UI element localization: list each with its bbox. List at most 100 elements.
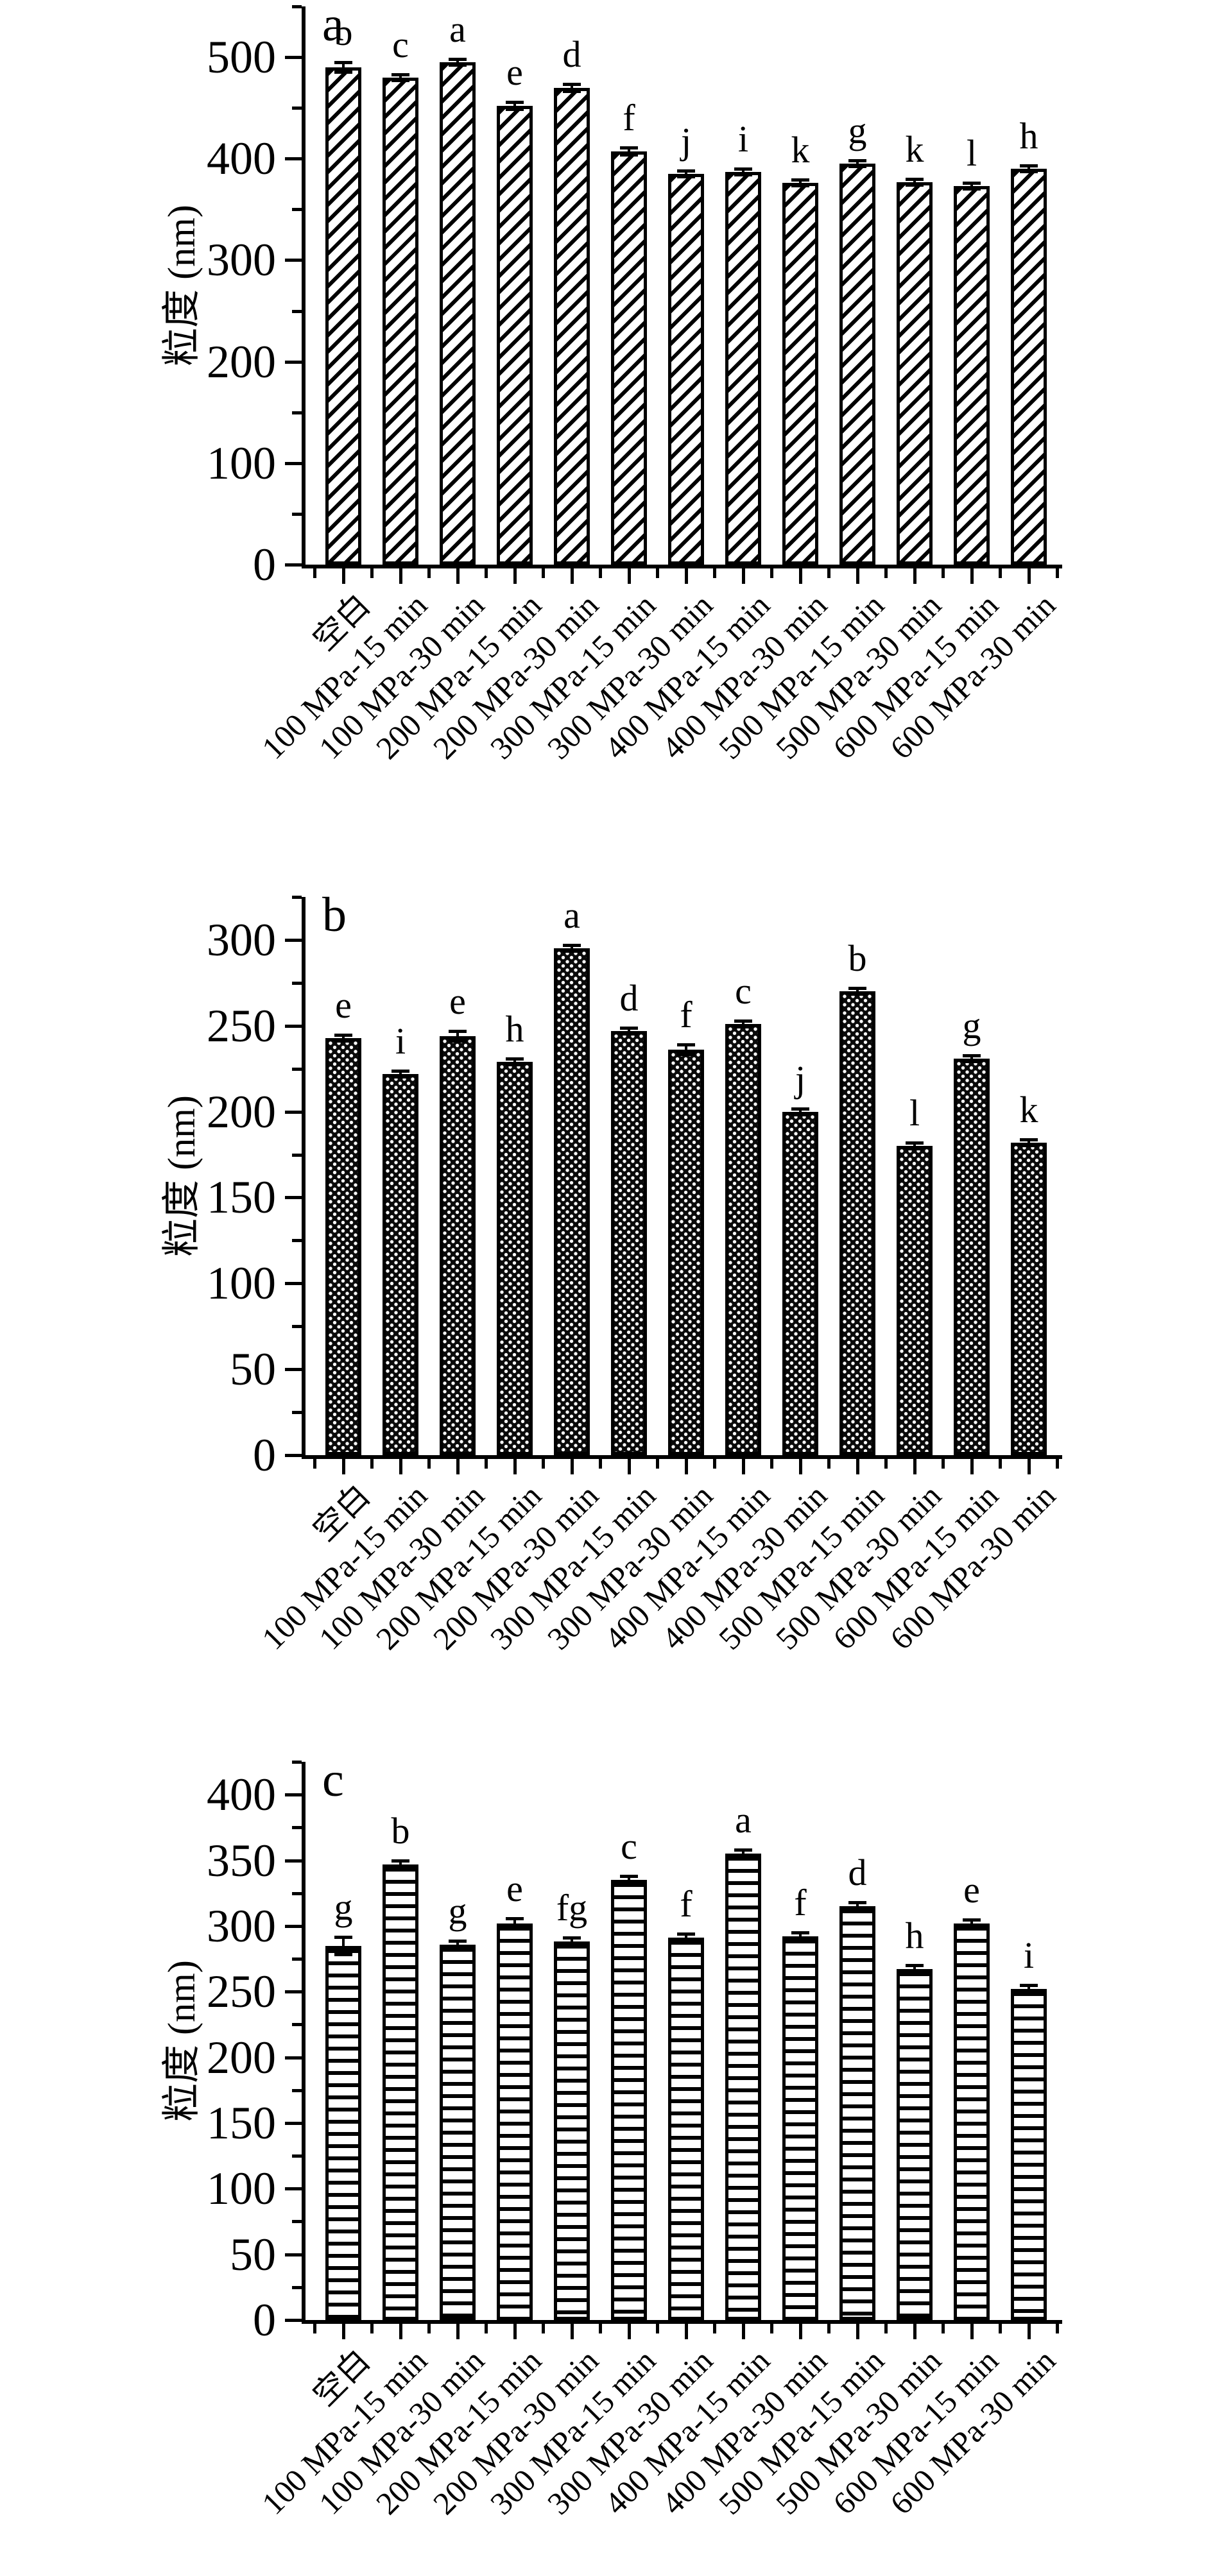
- x-axis-major-tick: [627, 1459, 631, 1474]
- bar-600 MPa-15 min: [954, 1923, 990, 2320]
- x-axis-minor-tick: [656, 2324, 659, 2333]
- error-bar-cap-bottom: [506, 108, 524, 111]
- significance-letter: a: [563, 894, 580, 936]
- x-axis-major-tick: [570, 568, 574, 584]
- x-axis-major-tick: [684, 568, 688, 584]
- y-axis-tick-label: 0: [253, 539, 276, 590]
- error-bar-cap-bottom: [963, 187, 981, 191]
- y-axis-minor-tick: [292, 310, 302, 313]
- error-bar-cap-top: [791, 178, 809, 182]
- significance-letter: d: [619, 977, 639, 1019]
- bar-200 MPa-30 min: [554, 948, 590, 1455]
- significance-letter: g: [334, 1886, 353, 1928]
- y-axis-major-tick: [285, 462, 302, 465]
- x-axis-major-tick: [970, 1459, 974, 1474]
- y-axis-major-tick: [285, 1859, 302, 1863]
- x-axis-line: [302, 565, 1062, 568]
- error-bar-cap-bottom: [563, 950, 581, 953]
- y-axis-major-tick: [285, 1990, 302, 1993]
- bar-600 MPa-15 min: [954, 186, 990, 565]
- error-bar-line: [913, 179, 916, 185]
- y-axis-tick-label: 200: [207, 1086, 276, 1138]
- error-bar-cap-bottom: [449, 1947, 467, 1950]
- error-bar-cap-bottom: [391, 1866, 409, 1870]
- error-bar-cap-bottom: [734, 1855, 752, 1859]
- y-axis-major-tick: [285, 2122, 302, 2125]
- significance-letter: k: [1019, 1089, 1038, 1130]
- x-axis-major-tick: [456, 2324, 460, 2339]
- x-axis-major-tick: [513, 568, 517, 584]
- y-axis-tick-label: 400: [207, 133, 276, 184]
- y-axis-line: [302, 897, 305, 1459]
- y-axis-title-wrapper: 粒度 (nm): [151, 6, 212, 565]
- error-bar-cap-top: [334, 61, 352, 64]
- bar-500 MPa-15 min: [839, 164, 875, 565]
- error-bar-line: [856, 1902, 859, 1910]
- bar-500 MPa-30 min: [897, 1146, 933, 1455]
- x-axis-minor-tick: [999, 568, 1002, 578]
- y-axis-major-tick: [285, 1925, 302, 1928]
- y-axis-minor-tick: [292, 982, 302, 985]
- x-axis-major-tick: [684, 1459, 688, 1474]
- y-axis-minor-tick: [292, 1068, 302, 1071]
- y-axis-tick-label: 100: [207, 438, 276, 489]
- y-axis-tick-label: 150: [207, 2097, 276, 2149]
- panel-label-a: a: [322, 0, 344, 51]
- x-axis-minor-tick: [770, 2324, 773, 2333]
- x-axis-minor-tick: [713, 568, 716, 578]
- x-axis-major-tick: [341, 2324, 345, 2339]
- error-bar-cap-bottom: [391, 1075, 409, 1079]
- error-bar-cap-bottom: [563, 90, 581, 93]
- y-axis-minor-tick: [292, 2286, 302, 2289]
- bar-200 MPa-15 min: [497, 1062, 533, 1455]
- x-axis-minor-tick: [999, 2324, 1002, 2333]
- error-bar-cap-bottom: [449, 1039, 467, 1043]
- error-bar-cap-bottom: [1020, 1991, 1038, 1994]
- significance-letter: h: [1019, 115, 1038, 157]
- x-axis-minor-tick: [827, 1459, 830, 1469]
- x-axis-minor-tick: [599, 1459, 602, 1469]
- bar-500 MPa-30 min: [897, 182, 933, 565]
- y-axis-tick-label: 50: [230, 1343, 276, 1395]
- error-bar-cap-bottom: [848, 1908, 866, 1911]
- error-bar-cap-top: [791, 1931, 809, 1934]
- y-axis-major-tick: [285, 939, 302, 942]
- bar-100 MPa-15 min: [383, 78, 418, 565]
- error-bar-line: [399, 74, 402, 81]
- y-axis-major-tick: [285, 157, 302, 160]
- x-axis-major-tick: [798, 2324, 802, 2339]
- x-axis-major-tick: [856, 1459, 859, 1474]
- error-bar-cap-top: [734, 167, 752, 171]
- significance-letter: c: [621, 1825, 637, 1867]
- x-axis-major-tick: [627, 2324, 631, 2339]
- x-axis-minor-tick: [713, 2324, 716, 2333]
- error-bar-cap-top: [906, 1141, 924, 1145]
- bar-400 MPa-30 min: [782, 1112, 818, 1455]
- x-axis-minor-tick: [942, 2324, 945, 2333]
- error-bar-cap-bottom: [848, 993, 866, 996]
- error-bar-line: [571, 1938, 573, 1945]
- bar-空白: [325, 1946, 361, 2320]
- y-axis-tick-label: 0: [253, 2294, 276, 2346]
- x-axis-major-tick: [913, 2324, 916, 2339]
- error-bar-cap-top: [620, 1027, 638, 1030]
- y-axis-line: [302, 1762, 305, 2324]
- x-axis-major-tick: [798, 568, 802, 584]
- bar-100 MPa-15 min: [383, 1864, 418, 2320]
- y-axis-tick-label: 200: [207, 2032, 276, 2083]
- y-axis-minor-tick: [292, 1325, 302, 1328]
- significance-letter: a: [449, 8, 466, 50]
- significance-letter: k: [905, 128, 924, 170]
- significance-letter: e: [506, 51, 523, 93]
- error-bar-line: [571, 945, 573, 951]
- significance-letter: g: [848, 110, 867, 151]
- significance-letter: b: [334, 12, 353, 53]
- significance-letter: d: [562, 33, 581, 75]
- y-axis-title: 粒度 (nm): [160, 205, 203, 366]
- x-axis-minor-tick: [1056, 2324, 1059, 2333]
- error-bar-line: [456, 1031, 459, 1041]
- error-bar-cap-top: [677, 169, 695, 173]
- y-axis-tick-label: 300: [207, 1900, 276, 1952]
- significance-letter: h: [505, 1008, 524, 1050]
